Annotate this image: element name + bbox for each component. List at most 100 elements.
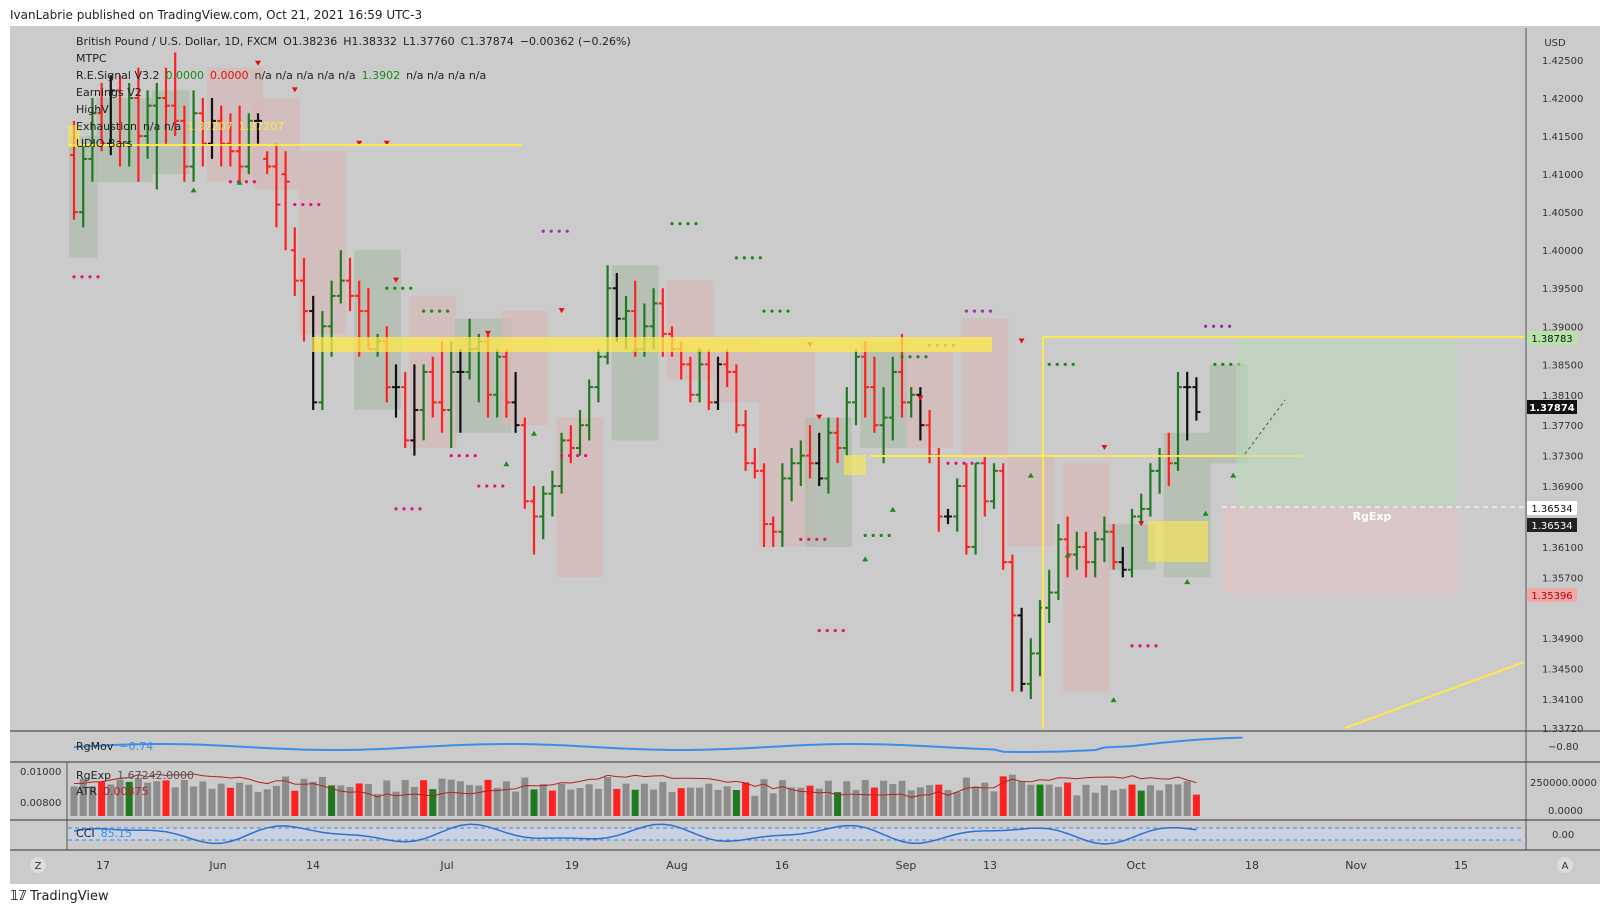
rgexp-bar (1128, 784, 1136, 816)
sell-triangle (356, 140, 363, 146)
rgexp-bar (760, 779, 768, 816)
signal-dot (72, 275, 76, 279)
price-tick: 1.37700 (1542, 421, 1583, 432)
price-tick: 1.41500 (1542, 132, 1583, 143)
rgexp-bar (254, 791, 262, 816)
signal-dot (394, 507, 398, 511)
rgexp-bar (686, 787, 694, 816)
rgexp-bar (180, 780, 188, 816)
rgexp-bar (696, 787, 704, 816)
sell-triangle (291, 87, 298, 93)
indicator-resignal: R.E.Signal V3.2 (76, 69, 160, 82)
price-label-mid: 1.36534 (1531, 504, 1572, 515)
time-axis-label: Jun (208, 859, 226, 872)
signal-dot (493, 484, 497, 488)
rgexp-bar (1119, 788, 1127, 816)
signal-dot (750, 256, 755, 260)
rgexp-bar (558, 783, 566, 816)
time-axis-right-button[interactable] (1557, 857, 1573, 873)
rgexp-bar (585, 784, 593, 816)
rgexp-chart-label: RgExp (1353, 510, 1392, 523)
price-tick: 1.34500 (1542, 665, 1583, 676)
buy-triangle (862, 556, 869, 562)
rgexp-bar (300, 778, 308, 816)
rgexp-bar (1192, 794, 1200, 816)
time-axis-left-button[interactable] (30, 857, 46, 873)
buy-triangle (1202, 510, 1209, 516)
rgexp-bar (337, 785, 345, 816)
rgexp-bar (1110, 790, 1118, 816)
target-zone-red (1222, 507, 1458, 594)
symbol-high: H1.38332 (343, 35, 397, 48)
price-label-mid2: 1.36534 (1531, 521, 1572, 532)
rgexp-bar (328, 785, 336, 816)
buy-triangle (1064, 552, 1071, 558)
indicator-udio: UDIO Bars (76, 137, 133, 150)
sell-triangle (1018, 338, 1025, 344)
time-axis-label: Jul (439, 859, 453, 872)
signal-dot (422, 309, 426, 313)
signal-dot (293, 202, 297, 207)
rgexp-bar (981, 782, 989, 816)
time-axis-label: Oct (1126, 859, 1146, 872)
rgexp-bar (815, 788, 823, 816)
price-tick: 1.35700 (1542, 573, 1583, 584)
rgexp-axis-left-top: 0.01000 (20, 767, 61, 778)
symbol-title: British Pound / U.S. Dollar, 1D, FXCM (76, 35, 277, 48)
rgexp-bar (898, 780, 906, 816)
rgexp-bar (631, 789, 639, 816)
signal-dot (1213, 362, 1217, 366)
trend-dashed-line (1244, 399, 1286, 455)
signal-dot (887, 533, 891, 538)
signal-dot (473, 454, 477, 458)
signal-dot (1154, 644, 1158, 648)
symbol-open: O1.38236 (283, 35, 337, 48)
signal-dot (823, 537, 827, 541)
price-axis-ticks: 1.42500 1.42000 1.41500 1.41000 1.40500 1.400… (1542, 56, 1583, 735)
rgexp-bar (134, 777, 142, 816)
signal-dot (393, 286, 397, 290)
signal-dot (954, 461, 958, 465)
signal-dot (438, 309, 442, 313)
buy-triangle (503, 461, 510, 467)
rgexp-bar (1018, 781, 1026, 816)
signal-dot (1221, 362, 1225, 366)
rgexp-bar (999, 776, 1007, 816)
rgexp-bar (116, 779, 124, 816)
time-axis-label: Aug (666, 859, 687, 872)
rgexp-bar (1146, 785, 1154, 816)
rgexp-bar (1100, 785, 1108, 816)
price-label-upper: 1.38783 (1531, 334, 1572, 345)
signal-dot (1138, 644, 1142, 648)
rgexp-bar (162, 780, 170, 816)
signal-dot (946, 461, 950, 465)
signal-zone (501, 311, 549, 426)
buy-triangle (1027, 472, 1034, 478)
resignal-value-1: 0.0000 (166, 69, 205, 82)
signal-dot (1204, 324, 1208, 328)
signal-dot (1220, 324, 1224, 328)
rgexp-bar (171, 787, 179, 816)
tradingview-logo-icon: 𝟙𝟟 (10, 889, 27, 904)
time-axis-label: 14 (306, 859, 320, 872)
time-axis-label: 17 (96, 859, 110, 872)
resistance-zone (312, 337, 992, 352)
time-axis-label: Sep (896, 859, 917, 872)
rgexp-bar (190, 786, 198, 816)
signal-dot (871, 533, 875, 538)
rgexp-bar (1027, 784, 1035, 816)
rgmov-line (73, 736, 1243, 753)
buy-triangle (531, 430, 537, 436)
signal-dot (309, 202, 313, 207)
rgexp-bar (1091, 792, 1099, 816)
signal-dot (817, 629, 821, 633)
signal-dot (560, 454, 564, 458)
sell-triangle (917, 395, 924, 401)
sell-triangle (816, 414, 823, 420)
signal-dot (317, 202, 321, 207)
signal-dot (252, 180, 256, 184)
signal-dot (1047, 362, 1051, 366)
exhaustion-na: n/a n/a (143, 120, 181, 133)
rgexp-bar (576, 787, 584, 816)
